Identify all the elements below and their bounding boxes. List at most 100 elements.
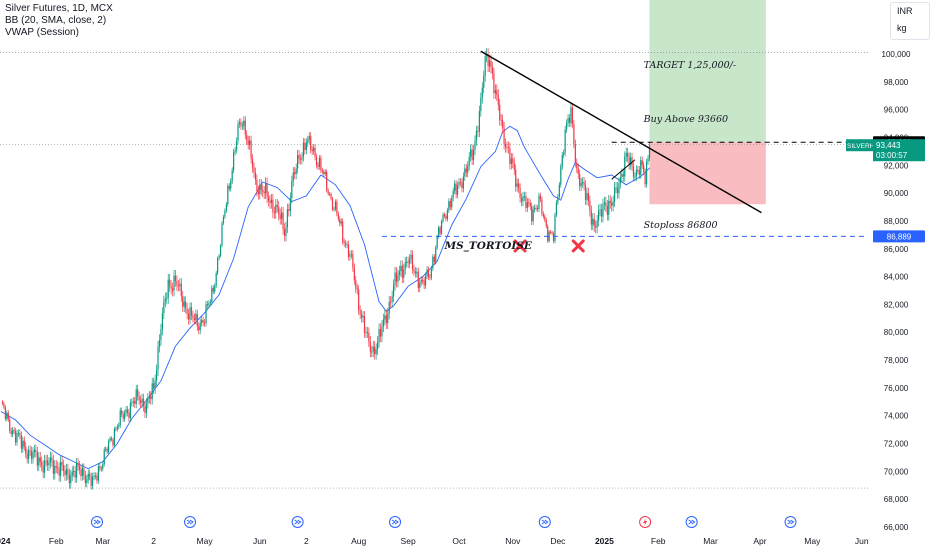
- candle-body: [314, 147, 316, 157]
- candle-body: [627, 152, 629, 158]
- dividend-event-icon[interactable]: [685, 516, 698, 528]
- candle-body: [302, 142, 305, 157]
- candle-body: [247, 140, 249, 145]
- candle-body: [363, 316, 366, 333]
- candle-body: [323, 171, 325, 174]
- dividend-event-icon[interactable]: [90, 516, 103, 528]
- falling-trendline: [480, 50, 762, 214]
- dividend-event-icon[interactable]: [538, 516, 551, 528]
- candle-body: [214, 285, 216, 292]
- candle-body: [10, 430, 12, 435]
- candle-body: [19, 433, 21, 436]
- candle-body: [121, 410, 123, 415]
- target-annotation: TARGET 1,25,000/-: [644, 60, 736, 71]
- candle-body: [504, 143, 507, 148]
- marks-layer: [513, 239, 585, 253]
- candle-body: [419, 282, 421, 289]
- candle-body: [23, 440, 25, 447]
- candle-body: [122, 414, 124, 419]
- vwap-indicator-label[interactable]: VWAP (Session): [5, 27, 79, 38]
- candle-body: [372, 346, 374, 352]
- candle-body: [624, 156, 626, 177]
- candle-body: [22, 440, 24, 449]
- bb-indicator-label[interactable]: BB (20, SMA, close, 2): [5, 15, 107, 26]
- candle-body: [596, 220, 598, 228]
- candle-body: [208, 303, 210, 306]
- candle-body: [522, 196, 524, 202]
- candle-body: [407, 261, 409, 264]
- candle-body: [177, 285, 179, 287]
- candle-body: [438, 227, 440, 237]
- candle-body: [80, 469, 82, 476]
- candle-body: [243, 120, 245, 126]
- price-tick: 72,000: [884, 440, 909, 449]
- candle-body: [289, 198, 291, 211]
- candle-body: [566, 122, 568, 130]
- candle-body: [343, 241, 345, 244]
- time-tick: Apr: [753, 536, 766, 546]
- candle-body: [404, 262, 406, 270]
- candle-body: [182, 296, 184, 307]
- candle-body: [416, 271, 418, 274]
- candle-body: [123, 413, 126, 419]
- candle-body: [185, 301, 187, 308]
- candle-body: [259, 184, 261, 195]
- candle-body: [632, 166, 635, 177]
- currency-unit-selector[interactable]: INR kg: [890, 2, 930, 40]
- chevrons-glyph: [93, 519, 101, 525]
- candle-body: [273, 212, 275, 214]
- author-annotation: MS_TORTOISE: [443, 240, 532, 253]
- candle-body: [20, 435, 22, 449]
- time-tick: Nov: [505, 536, 521, 546]
- candle-body: [73, 470, 75, 472]
- price-tick: 92,000: [884, 161, 909, 170]
- candle-body: [57, 467, 59, 469]
- candle-body: [520, 197, 523, 202]
- candle-body: [151, 383, 153, 400]
- candle-body: [28, 450, 30, 460]
- candle-body: [523, 196, 526, 198]
- candle-body: [385, 315, 387, 324]
- candle-body: [48, 462, 50, 466]
- candle-body: [38, 457, 40, 466]
- candle-body: [36, 452, 38, 466]
- candle-body: [605, 202, 607, 206]
- candle-body: [513, 162, 515, 170]
- candle-body: [644, 171, 646, 185]
- candle-body: [141, 398, 143, 403]
- flash-event-icon[interactable]: [639, 516, 652, 528]
- candle-body: [390, 301, 392, 303]
- candle-body: [170, 285, 172, 289]
- candle-body: [155, 370, 158, 381]
- candle-body: [496, 90, 498, 96]
- dividend-event-icon[interactable]: [784, 516, 797, 528]
- candle-body: [329, 193, 331, 195]
- price-tick: 82,000: [884, 300, 909, 309]
- candle-body: [87, 473, 89, 480]
- price-tick: 80,000: [884, 328, 909, 337]
- candle-body: [112, 439, 114, 446]
- candle-body: [337, 213, 339, 220]
- candle-body: [619, 177, 622, 184]
- candle-body: [488, 60, 491, 67]
- candle-body: [70, 475, 72, 484]
- candle-body: [115, 428, 117, 430]
- candle-body: [471, 149, 473, 160]
- price-tick: 66,000: [884, 523, 909, 532]
- candle-body: [547, 226, 549, 241]
- candle-body: [487, 53, 489, 67]
- symbol-title[interactable]: Silver Futures, 1D, MCX: [5, 3, 113, 14]
- candle-body: [381, 326, 383, 337]
- dividend-event-icon[interactable]: [389, 516, 402, 528]
- dividend-event-icon[interactable]: [184, 516, 197, 528]
- candle-body: [532, 209, 534, 222]
- dividend-event-icon[interactable]: [291, 516, 304, 528]
- candle-body: [570, 107, 572, 124]
- stoploss-price-tag-bg: [873, 230, 925, 243]
- candle-body: [555, 202, 558, 215]
- candle-body: [179, 283, 181, 286]
- price-tick: 88,000: [884, 217, 909, 226]
- candle-body: [233, 152, 235, 171]
- candle-body: [648, 145, 651, 159]
